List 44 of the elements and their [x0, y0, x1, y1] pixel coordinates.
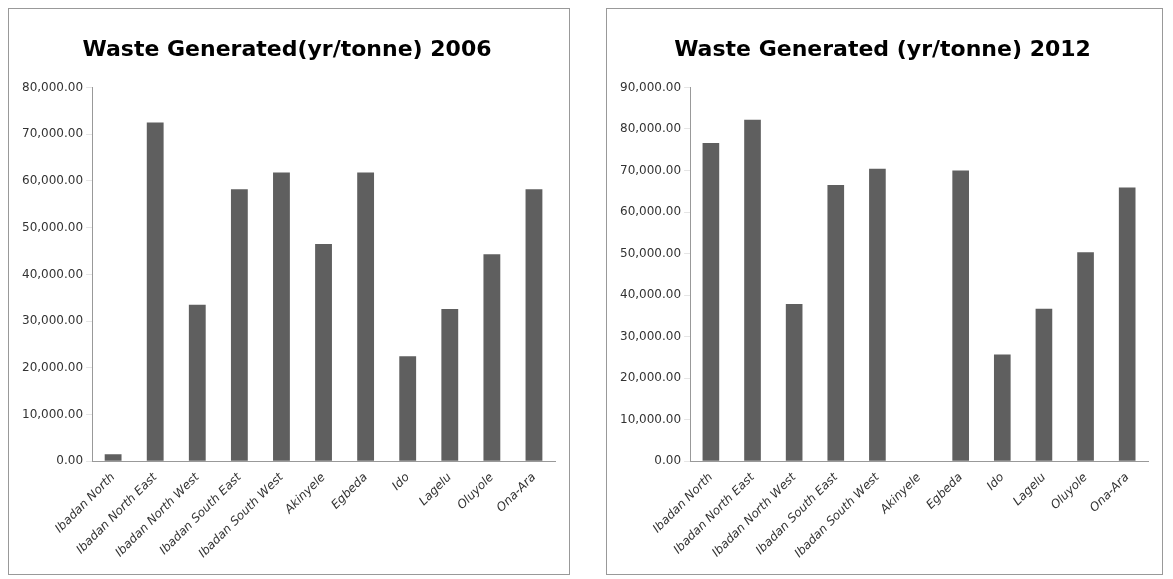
y-tick-label: 0.00: [654, 453, 682, 468]
bar: [188, 304, 206, 461]
chart-title: Waste Generated (yr/tonne) 2012: [674, 35, 1091, 61]
bar: [230, 189, 248, 461]
bar: [273, 172, 290, 461]
bar: [702, 143, 720, 461]
bar: [993, 354, 1011, 461]
y-tick-label: 0.00: [56, 453, 84, 468]
bar: [104, 454, 122, 461]
x-tick-label: Ido: [389, 469, 413, 493]
y-tick-label: 20,000.00: [619, 370, 682, 385]
y-tick-label: 90,000.00: [619, 79, 682, 94]
chart-title: Waste Generated(yr/tonne) 2006: [82, 35, 492, 61]
bar: [525, 189, 543, 461]
bar: [483, 254, 501, 461]
bar: [785, 303, 803, 461]
y-tick-label: 30,000.00: [21, 313, 84, 328]
bar: [744, 119, 761, 461]
y-tick-label: 40,000.00: [21, 266, 84, 281]
bar: [357, 172, 375, 461]
y-tick-label: 80,000.00: [21, 79, 84, 94]
bar: [1077, 252, 1094, 461]
x-tick-label: Ido: [983, 469, 1007, 493]
y-tick-label: 40,000.00: [619, 287, 682, 302]
bar: [827, 185, 845, 461]
bar: [315, 243, 332, 461]
y-tick-label: 20,000.00: [21, 359, 84, 374]
bar: [146, 122, 164, 461]
y-tick-label: 70,000.00: [21, 126, 84, 141]
bar: [1118, 187, 1136, 461]
bar: [399, 356, 417, 461]
y-tick-label: 60,000.00: [21, 173, 84, 188]
y-tick-label: 50,000.00: [21, 219, 84, 234]
y-tick-label: 10,000.00: [619, 411, 682, 426]
y-tick-label: 10,000.00: [21, 406, 84, 421]
bar: [952, 170, 969, 461]
y-tick-label: 70,000.00: [619, 162, 682, 177]
y-tick-label: 80,000.00: [619, 121, 682, 136]
bar: [441, 308, 459, 461]
y-tick-label: 60,000.00: [619, 204, 682, 219]
y-tick-label: 50,000.00: [619, 245, 682, 260]
bar: [1035, 308, 1053, 461]
bar: [869, 168, 886, 461]
y-tick-label: 30,000.00: [619, 328, 682, 343]
